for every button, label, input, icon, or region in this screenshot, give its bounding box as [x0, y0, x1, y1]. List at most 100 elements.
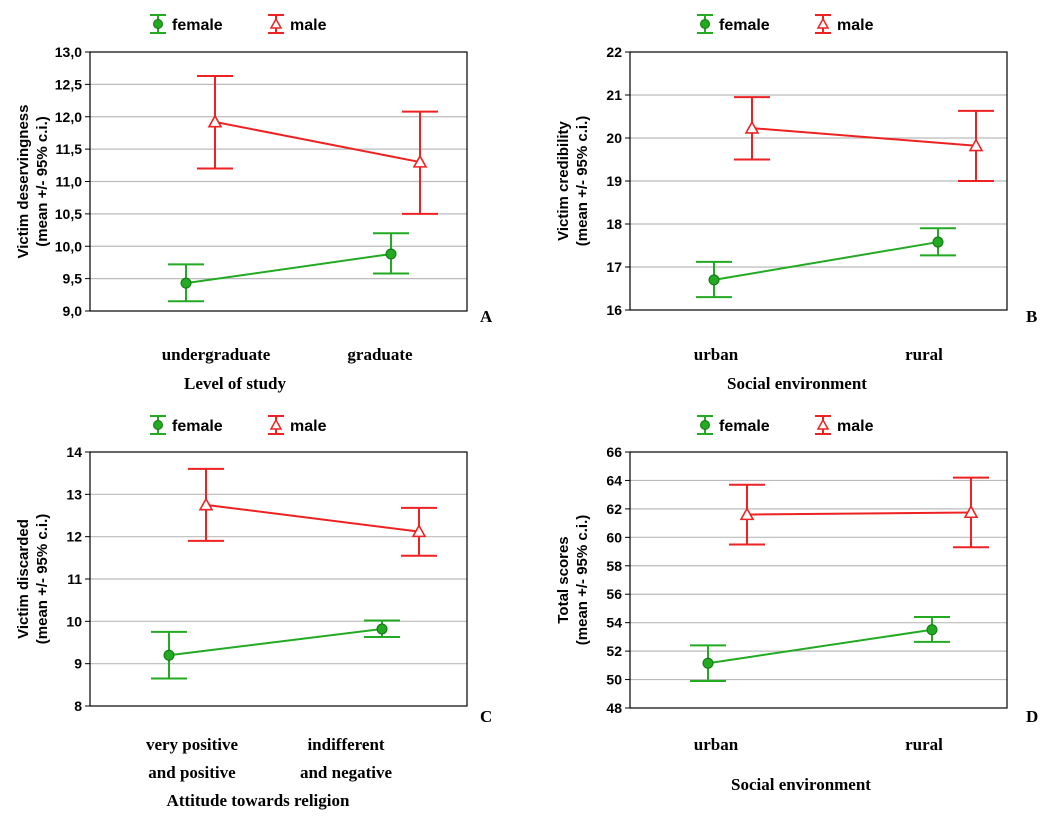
legend-label-male: male	[837, 17, 874, 34]
legend-male-marker	[269, 17, 283, 29]
legend-male-marker	[816, 17, 830, 29]
y-axis-label-line: (mean +/- 95% c.i.)	[34, 514, 51, 644]
y-tick-label: 17	[606, 259, 622, 275]
legend-label-male: male	[837, 418, 874, 435]
x-category-label: and positive	[148, 763, 236, 782]
y-axis-label-line: (mean +/- 95% c.i.)	[574, 116, 591, 246]
series-male	[197, 74, 438, 215]
y-tick-label: 19	[606, 173, 622, 189]
x-axis-label: Social environment	[731, 775, 871, 794]
y-tick-label: 64	[606, 472, 622, 488]
y-axis-label-line: Victim deservingness	[15, 105, 32, 259]
legend-female-marker	[153, 420, 163, 430]
series-line-female	[185, 253, 392, 285]
x-category-label: indifferent	[307, 735, 384, 754]
data-point-female	[385, 248, 397, 260]
y-tick-label: 48	[606, 700, 622, 716]
x-category-label: undergraduate	[162, 345, 271, 364]
y-axis-label-line: Victim credibility	[555, 120, 572, 240]
panel-label: B	[1026, 307, 1037, 326]
y-axis-label: Total scores (mean +/- 95% c.i.)	[555, 515, 591, 645]
y-tick-label: 66	[606, 444, 622, 460]
data-point-male	[968, 138, 984, 152]
x-category-label: and negative	[300, 763, 393, 782]
y-axis-label: Victim credibility (mean +/- 95% c.i.)	[555, 116, 591, 246]
y-axis-label-line: (mean +/- 95% c.i.)	[34, 116, 51, 246]
y-tick-label: 13	[66, 486, 82, 502]
y-tick-label: 12,5	[55, 76, 82, 92]
legend-male-marker	[269, 418, 283, 430]
series-line-female	[713, 241, 939, 281]
y-tick-label: 50	[606, 672, 622, 688]
legend-label-female: female	[719, 17, 770, 34]
data-point-male	[412, 154, 428, 168]
legend-label-male: male	[290, 418, 327, 435]
series-line-male	[214, 120, 421, 164]
y-tick-label: 12,0	[55, 109, 82, 125]
y-axis-label-line: Victim discarded	[15, 519, 32, 639]
data-point-male	[198, 497, 214, 511]
y-tick-label: 58	[606, 558, 622, 574]
data-point-female	[180, 277, 192, 289]
y-tick-label: 54	[606, 615, 622, 631]
y-tick-label: 60	[606, 529, 622, 545]
y-axis-label-line: Total scores	[555, 536, 572, 623]
y-tick-label: 11	[67, 571, 82, 587]
y-tick-label: 18	[606, 216, 622, 232]
y-tick-label: 8	[74, 698, 82, 714]
chart-panel-c: 8 9 10 11 12 13 14 Victim discarded (mean +/- 95…	[15, 415, 492, 810]
y-axis-label: Victim discarded (mean +/- 95% c.i.)	[15, 514, 51, 644]
legend-female-marker	[153, 19, 163, 29]
legend-label-female: female	[172, 17, 223, 34]
x-axis-label: Level of study	[184, 374, 287, 393]
y-tick-label: 10,0	[55, 238, 82, 254]
legend: female male	[150, 14, 327, 34]
data-point-male	[963, 504, 979, 519]
y-tick-label: 22	[606, 44, 622, 60]
legend-label-female: female	[719, 418, 770, 435]
y-tick-label: 56	[606, 586, 622, 602]
series-line-male	[751, 127, 977, 147]
series-line-male	[205, 503, 420, 533]
chart-panel-d: 48 50 52 54 56 58 60 62 64 66 Total scores (mean +/…	[555, 415, 1038, 794]
y-tick-label: 12	[66, 529, 82, 545]
data-point-female	[163, 649, 175, 661]
legend-label-female: female	[172, 418, 223, 435]
y-tick-label: 10	[66, 613, 82, 629]
panel-label: D	[1026, 707, 1038, 726]
data-point-male	[744, 120, 760, 134]
series-line-female	[168, 627, 383, 657]
data-point-male	[739, 506, 755, 521]
y-tick-label: 16	[606, 302, 622, 318]
x-category-label: very positive	[146, 735, 239, 754]
y-tick-label: 21	[606, 87, 622, 103]
data-point-female	[926, 624, 938, 636]
series-female	[168, 232, 409, 303]
y-tick-label: 52	[606, 643, 622, 659]
y-tick-label: 9,5	[63, 271, 83, 287]
x-category-label: rural	[905, 735, 943, 754]
legend-female-marker	[700, 420, 710, 430]
y-axis-label-line: (mean +/- 95% c.i.)	[574, 515, 591, 645]
series-male	[729, 476, 989, 549]
y-tick-label: 11,5	[56, 141, 83, 157]
y-tick-label: 9,0	[63, 303, 83, 319]
x-category-label: graduate	[347, 345, 413, 364]
legend-female-marker	[700, 19, 710, 29]
y-tick-label: 62	[606, 501, 622, 517]
y-tick-label: 20	[606, 130, 622, 146]
series-female	[696, 227, 956, 299]
legend: female male	[150, 415, 327, 435]
legend-label-male: male	[290, 17, 327, 34]
data-point-female	[702, 657, 714, 669]
series-line-female	[707, 628, 933, 665]
x-axis-label: Social environment	[727, 374, 867, 393]
y-tick-label: 14	[66, 444, 82, 460]
panel-label: A	[480, 307, 493, 326]
plot-frame	[89, 451, 468, 707]
data-point-male	[207, 114, 223, 128]
series-male	[734, 96, 994, 182]
chart-panel-b: 16 17 18 19 20 21 22 Victim credibility (mean +/…	[555, 14, 1037, 393]
x-axis-label: Attitude towards religion	[167, 791, 350, 810]
